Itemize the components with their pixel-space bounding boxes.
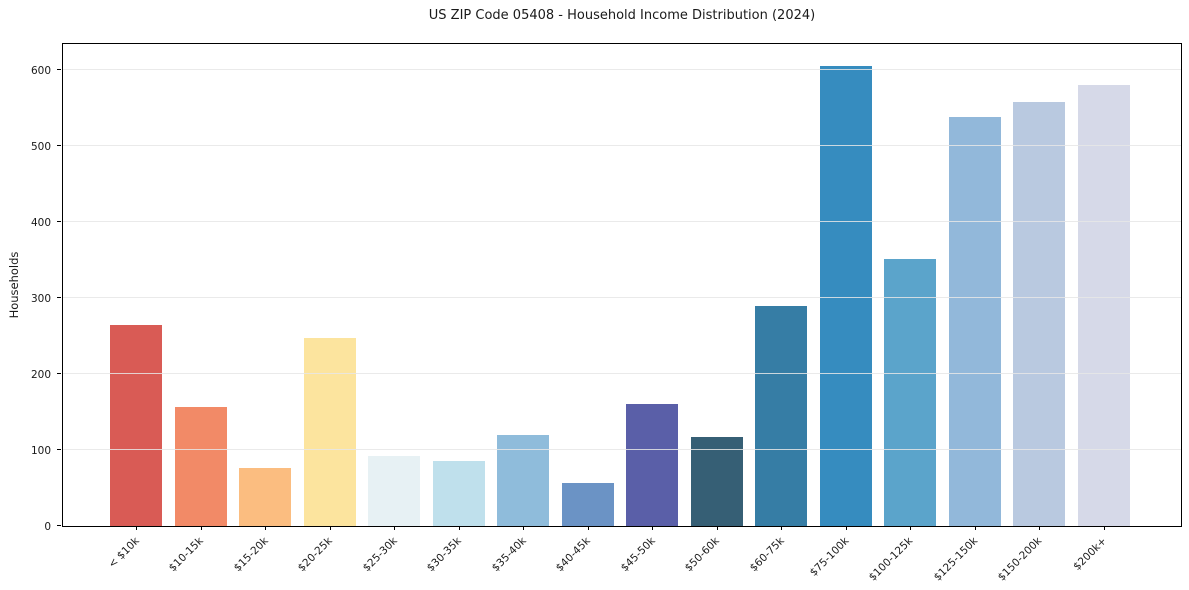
x-tick-mark [716,526,718,530]
x-tick-label: $60-75k [747,535,787,575]
y-tick-label: 100 [30,445,51,458]
x-tick-label: $25-30k [360,535,400,575]
x-tick-mark [587,526,589,530]
bar [755,306,807,526]
bar [110,325,162,526]
x-tick-mark [1039,526,1040,530]
y-tick-mark [57,373,61,375]
x-tick-label: $35-40k [489,535,529,575]
bar [432,461,485,526]
x-tick-label: $15-20k [231,535,271,575]
x-tick-label: $150-200k [995,535,1045,584]
x-tick-label: $20-25k [295,535,335,575]
x-tick-label: $40-45k [553,535,593,575]
x-tick-label: $100-125k [866,535,916,584]
gridline [63,297,1181,299]
x-tick-label: $30-35k [424,535,464,575]
y-tick-label: 400 [30,217,51,230]
gridline [63,145,1181,147]
x-tick-mark [394,526,395,530]
chart-title: US ZIP Code 05408 - Household Income Dis… [428,8,816,23]
bar [239,467,291,526]
x-tick-mark [652,526,653,530]
bar [561,482,614,526]
y-tick-mark [57,525,61,526]
x-tick-label: $10-15k [166,535,206,575]
gridline [63,69,1181,71]
x-tick-label: $125-150k [931,535,980,584]
bar [948,117,1001,526]
x-tick-label: $45-50k [618,535,658,575]
gridline [63,373,1181,375]
bar [884,258,936,526]
x-tick-mark [265,526,266,530]
x-tick-label: $75-100k [807,535,851,579]
x-tick-mark [781,526,782,530]
x-tick-mark [910,526,911,530]
y-tick-label: 500 [30,141,51,154]
plot-area: < $10k $10-15k $15-20k $20-25k $25-30k $30-35… [31,43,1182,584]
y-tick-mark [57,449,61,451]
x-tick-mark [200,526,202,530]
x-tick-mark [974,526,976,530]
y-tick-mark [57,297,61,299]
gridline [63,449,1181,451]
gridline [63,221,1181,223]
x-tick-mark [523,526,524,530]
x-tick-label: < $10k [105,535,142,571]
bar [690,437,743,526]
x-tick-mark [845,526,847,530]
y-tick-label: 0 [44,521,51,533]
y-axis-label: Households [7,251,21,319]
bar [1077,84,1130,526]
x-tick-mark [329,526,331,530]
x-tick-mark [458,526,460,530]
x-tick-label: $200k+ [1071,535,1109,573]
y-tick-label: 600 [30,65,51,78]
x-tick-mark [136,526,137,530]
x-tick-label: $50-60k [682,535,722,575]
bar [1013,102,1065,526]
bar [626,403,678,526]
y-tick-mark [57,145,61,147]
y-tick-mark [57,69,61,71]
x-tick-mark [1103,526,1105,530]
y-tick-label: 200 [30,369,51,382]
y-tick-mark [57,221,61,223]
bar [303,337,356,526]
bar [368,456,420,526]
bar [174,407,227,526]
y-tick-label: 300 [30,293,51,306]
